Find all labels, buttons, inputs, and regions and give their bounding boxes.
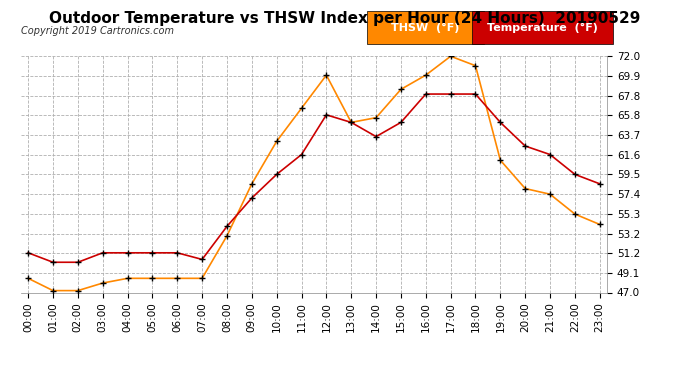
Text: Temperature  (°F): Temperature (°F) — [487, 23, 598, 33]
Text: Copyright 2019 Cartronics.com: Copyright 2019 Cartronics.com — [21, 26, 174, 36]
FancyBboxPatch shape — [472, 11, 613, 45]
FancyBboxPatch shape — [367, 11, 484, 45]
Text: Outdoor Temperature vs THSW Index per Hour (24 Hours)  20190529: Outdoor Temperature vs THSW Index per Ho… — [49, 11, 641, 26]
Text: THSW  (°F): THSW (°F) — [391, 23, 460, 33]
